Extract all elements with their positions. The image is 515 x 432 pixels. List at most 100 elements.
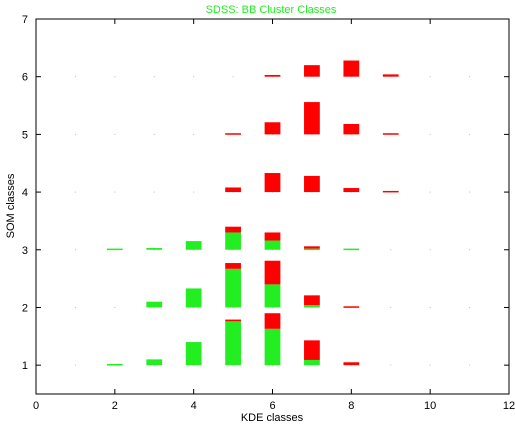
- grid-dot: [429, 364, 431, 366]
- grid-dot: [193, 306, 195, 308]
- grid-dot: [74, 306, 76, 308]
- grid-dot: [114, 76, 116, 78]
- green-bar: [146, 248, 163, 250]
- grid-dot: [429, 306, 431, 308]
- grid-dot: [469, 364, 471, 366]
- red-bar: [225, 187, 241, 193]
- grid-dot: [469, 306, 471, 308]
- red-bar: [343, 188, 360, 193]
- y-tick-label: 6: [22, 72, 28, 84]
- red-bar: [382, 74, 399, 77]
- red-bar: [264, 260, 281, 285]
- green-bar: [106, 248, 123, 251]
- grid-dot: [469, 133, 471, 135]
- red-bar: [343, 60, 360, 77]
- red-bar: [264, 313, 281, 329]
- grid-dot: [469, 76, 471, 78]
- y-tick-label: 4: [22, 187, 28, 199]
- green-bar: [264, 284, 281, 308]
- grid-dot: [390, 364, 392, 366]
- x-tick-label: 6: [269, 400, 275, 412]
- green-bar: [304, 305, 320, 308]
- green-bar: [264, 240, 281, 250]
- green-bar: [106, 364, 123, 366]
- bars: [106, 60, 399, 366]
- y-tick-labels: 1 2 3 4 5 6 7: [22, 14, 28, 372]
- green-bar: [225, 268, 241, 308]
- y-tick-label: 7: [22, 14, 28, 26]
- red-bar: [343, 124, 360, 135]
- green-bar: [343, 248, 360, 251]
- red-bar: [264, 74, 281, 77]
- grid-dot: [74, 249, 76, 251]
- x-tick-label: 8: [348, 400, 354, 412]
- grid-dot: [193, 191, 195, 193]
- x-tick-label: 4: [191, 400, 197, 412]
- grid-dot: [429, 249, 431, 251]
- grid-dot: [429, 76, 431, 78]
- grid-dot: [232, 306, 234, 308]
- green-bar: [185, 241, 202, 250]
- chart-title: SDSS: BB Cluster Classes: [206, 4, 337, 16]
- green-bar: [146, 301, 163, 308]
- red-bar: [225, 226, 241, 233]
- y-axis-label: SOM classes: [5, 173, 17, 238]
- grid-dot: [153, 76, 155, 78]
- ticks: [35, 18, 510, 394]
- green-bar: [185, 342, 202, 366]
- green-bar: [304, 248, 320, 251]
- grid-dot: [429, 191, 431, 193]
- grid-dot: [114, 133, 116, 135]
- green-bar: [225, 232, 241, 250]
- grid-dot: [74, 133, 76, 135]
- red-bar: [343, 306, 360, 308]
- red-bar: [382, 190, 399, 193]
- grid-dot: [114, 306, 116, 308]
- grid-dot: [193, 76, 195, 78]
- x-tick-label: 12: [503, 400, 515, 412]
- grid-dot: [74, 364, 76, 366]
- x-axis-label: KDE classes: [241, 412, 304, 424]
- grid-dot: [390, 306, 392, 308]
- grid-dot: [311, 306, 313, 308]
- x-tick-label: 0: [33, 400, 39, 412]
- red-bar: [304, 295, 320, 306]
- red-bar: [304, 102, 320, 135]
- green-bar: [225, 321, 241, 366]
- y-tick-label: 3: [22, 245, 28, 257]
- green-bar: [146, 359, 163, 366]
- x-tick-label: 10: [424, 400, 436, 412]
- red-bar: [264, 232, 281, 241]
- grid-dot: [390, 249, 392, 251]
- x-tick-label: 2: [112, 400, 118, 412]
- red-bar: [304, 175, 320, 193]
- grid-dot: [469, 249, 471, 251]
- grid-dot: [74, 191, 76, 193]
- y-tick-label: 2: [22, 302, 28, 314]
- green-bar: [304, 359, 320, 366]
- red-bar: [343, 362, 360, 366]
- red-bar: [225, 263, 241, 269]
- red-bar: [304, 340, 320, 360]
- red-bar: [304, 65, 320, 77]
- grid-dot: [193, 133, 195, 135]
- x-tick-labels: 0 2 4 6 8 10 12: [33, 400, 515, 412]
- y-tick-label: 5: [22, 129, 28, 141]
- red-bar: [264, 122, 281, 135]
- green-bar: [264, 328, 281, 366]
- red-bar: [225, 319, 241, 322]
- green-bar: [185, 288, 202, 308]
- red-bar: [225, 133, 241, 135]
- grid-dot: [74, 76, 76, 78]
- grid-dot: [153, 133, 155, 135]
- grid-dot: [429, 133, 431, 135]
- red-bar: [304, 246, 320, 249]
- red-bar: [382, 133, 399, 135]
- grid-dot: [469, 191, 471, 193]
- grid-dot: [153, 191, 155, 193]
- red-bar: [264, 173, 281, 193]
- grid-dot: [114, 191, 116, 193]
- y-tick-label: 1: [22, 360, 28, 372]
- grid-dot: [232, 76, 234, 78]
